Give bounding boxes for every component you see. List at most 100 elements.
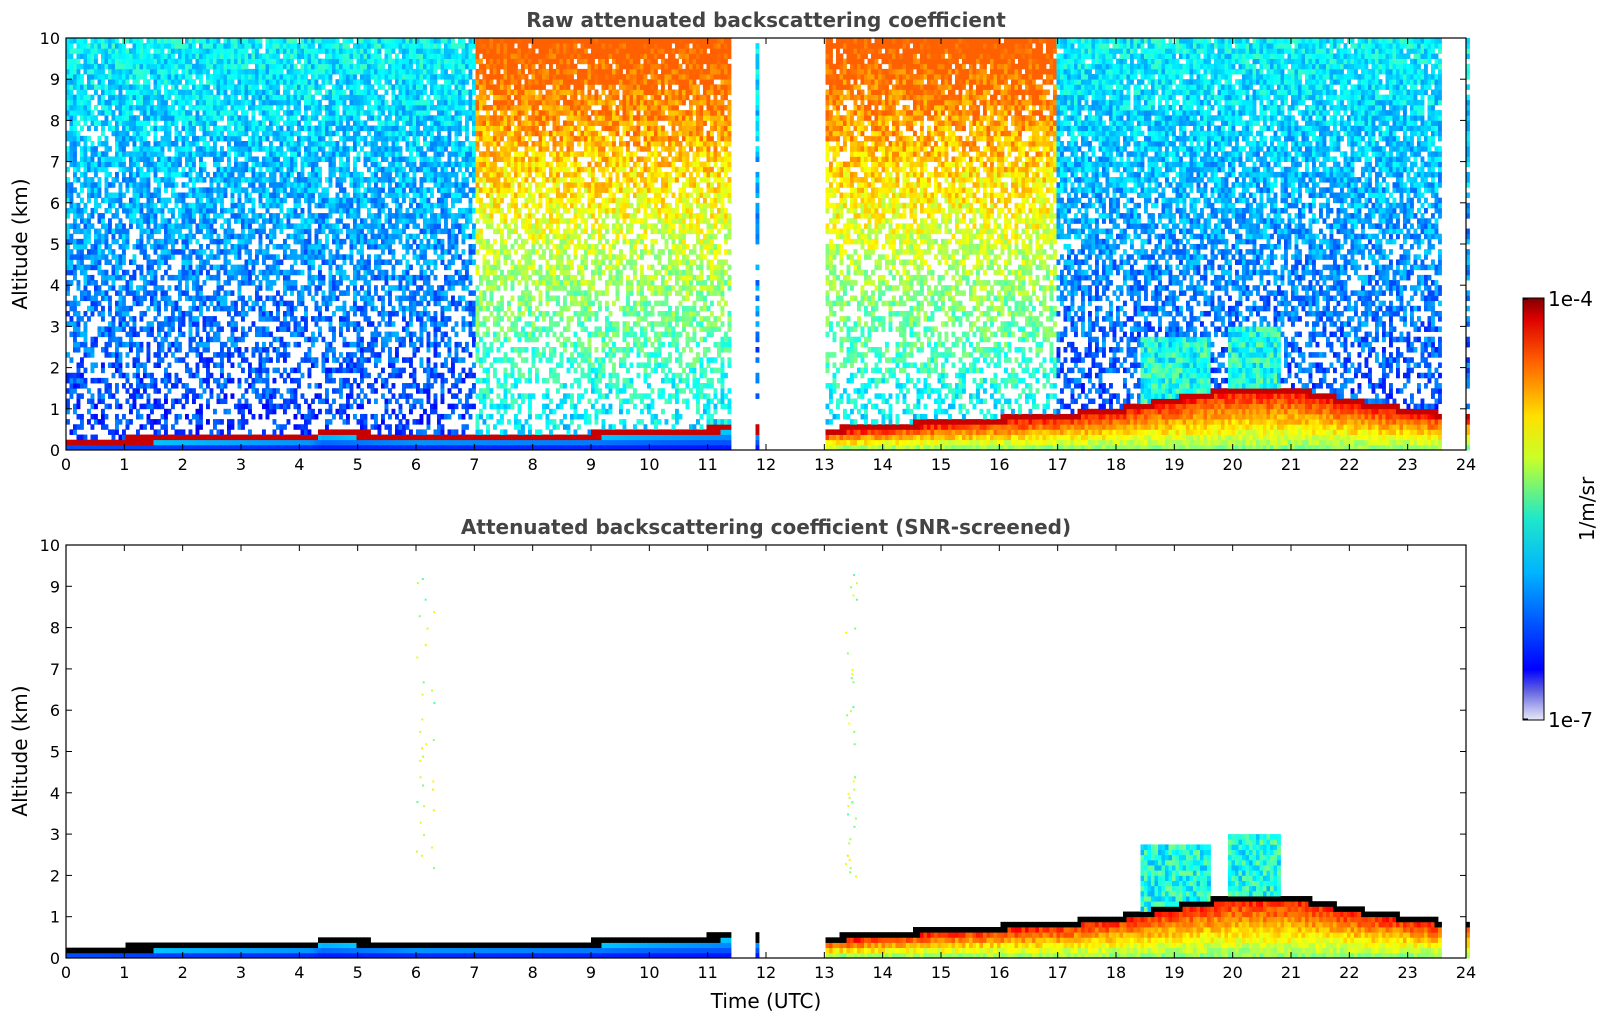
heat-cell [265, 274, 270, 281]
heat-cell [262, 63, 266, 70]
heat-cell [339, 429, 343, 435]
heat-cell [104, 377, 109, 384]
heat-cell [297, 68, 301, 75]
heat-cell [258, 352, 263, 358]
heat-cell [272, 316, 277, 322]
heat-cell [325, 429, 329, 435]
heat-cell [318, 171, 322, 178]
heat-cell [199, 171, 203, 178]
heat-cell [262, 362, 266, 368]
heat-cell [185, 310, 189, 317]
heat-cell [101, 166, 105, 173]
heat-cell [192, 187, 196, 193]
heat-cell [318, 238, 322, 245]
heat-cell [269, 53, 273, 59]
heat-cell [73, 244, 77, 250]
heat-cell [167, 218, 172, 224]
heat-cell [286, 403, 291, 410]
heat-cell [192, 38, 196, 44]
heat-cell [332, 290, 336, 296]
heat-cell [153, 280, 158, 286]
heat-cell [66, 269, 70, 276]
heat-cell [213, 362, 217, 368]
heat-cell [202, 94, 207, 101]
heat-cell [349, 202, 354, 209]
heat-cell [367, 74, 371, 80]
heat-cell [300, 238, 305, 245]
heat-cell [318, 269, 322, 276]
heat-cell [286, 110, 291, 116]
heat-cell [143, 161, 147, 168]
heat-cell [73, 120, 77, 126]
heat-cell [164, 68, 168, 75]
heat-cell [167, 74, 172, 80]
heat-cell [314, 316, 319, 322]
heat-cell [304, 259, 308, 265]
heat-cell [206, 38, 210, 44]
heat-cell [314, 383, 319, 389]
heat-cell [90, 68, 95, 75]
heat-cell [139, 223, 144, 229]
heat-cell [248, 53, 252, 59]
heat-cell [251, 125, 256, 132]
heat-cell [241, 357, 245, 363]
heat-cell [83, 336, 88, 343]
heat-cell [251, 413, 256, 420]
heat-cell [272, 228, 277, 235]
heat-cell [307, 48, 312, 54]
heat-cell [244, 146, 249, 152]
heat-cell [248, 156, 252, 162]
heat-cell [318, 197, 322, 204]
heat-cell [332, 352, 336, 358]
heat-cell [157, 146, 161, 152]
heat-cell [97, 331, 102, 338]
heat-cell [87, 110, 91, 116]
heat-cell [293, 233, 298, 240]
heat-cell [80, 161, 84, 168]
heat-cell [230, 316, 235, 322]
heat-cell [209, 53, 214, 59]
heat-cell [202, 223, 207, 229]
heat-cell [251, 321, 256, 327]
heat-cell [251, 213, 256, 219]
heat-cell [314, 413, 319, 420]
heat-cell [160, 197, 165, 204]
heat-cell [69, 38, 74, 44]
heat-cell [104, 413, 109, 420]
heat-cell [234, 182, 238, 188]
heat-cell [171, 177, 175, 183]
heat-cell [66, 321, 70, 327]
heat-cell [125, 213, 130, 219]
heat-cell [328, 249, 333, 255]
heat-cell [209, 372, 214, 379]
heat-cell [328, 146, 333, 152]
heat-cell [80, 238, 84, 245]
heat-cell [153, 336, 158, 343]
heat-cell [234, 434, 238, 441]
heat-cell [150, 264, 154, 271]
heat-cell [269, 439, 273, 446]
heat-cell [388, 352, 392, 358]
heat-cell [353, 182, 357, 188]
heat-cell [332, 285, 336, 291]
heat-cell [160, 177, 165, 183]
heat-cell [132, 388, 137, 394]
heat-cell [283, 161, 287, 168]
heat-cell [206, 213, 210, 219]
heat-cell [248, 403, 252, 410]
heat-cell [374, 285, 378, 291]
heat-cell [178, 99, 182, 106]
heat-cell [227, 280, 231, 286]
heat-cell [318, 130, 322, 137]
heat-cell [115, 403, 119, 410]
heat-cell [76, 367, 81, 374]
heat-cell [356, 393, 361, 399]
heat-cell [223, 264, 228, 271]
heat-cell [325, 444, 329, 451]
heat-cell [101, 233, 105, 240]
heat-cell [251, 383, 256, 389]
heat-cell [353, 120, 357, 126]
heat-cell [276, 218, 280, 224]
heat-cell [318, 74, 322, 80]
heat-cell [332, 347, 336, 353]
